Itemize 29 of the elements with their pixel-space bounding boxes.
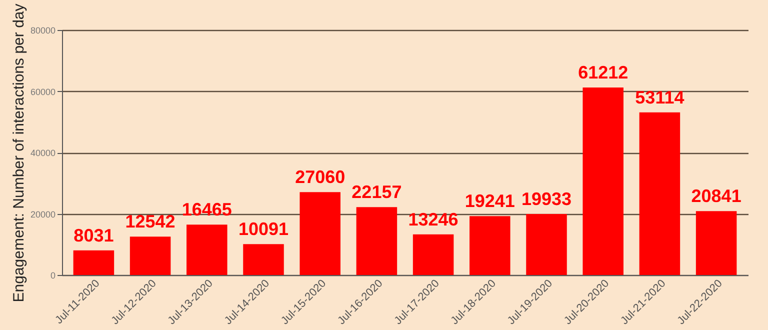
bar: [696, 211, 737, 275]
y-tick-label: 40000: [30, 148, 56, 158]
bar: [186, 224, 228, 275]
data-label: 20841: [691, 186, 742, 206]
bar: [243, 244, 284, 275]
bar: [470, 216, 510, 275]
bar: [582, 88, 624, 275]
bar: [639, 112, 680, 275]
y-tick-label: 80000: [30, 26, 56, 36]
data-label: 19241: [464, 191, 515, 212]
data-label: 61212: [578, 62, 628, 83]
data-label: 19933: [521, 188, 572, 209]
bar: [526, 214, 567, 275]
y-axis-title: Engagement: Number of interactions per day: [10, 3, 28, 302]
y-tick-label: 20000: [30, 209, 56, 220]
data-label: 10091: [238, 219, 289, 240]
data-label: 8031: [74, 225, 114, 246]
data-label: 53114: [635, 87, 684, 108]
bar: [356, 207, 398, 275]
data-label: 13246: [408, 209, 458, 230]
bar: [130, 236, 171, 275]
y-tick-label: 60000: [30, 86, 56, 97]
data-label: 22157: [352, 182, 402, 202]
y-tick-label: 0: [50, 270, 56, 280]
data-label: 12542: [125, 212, 176, 232]
bar: [73, 250, 114, 275]
data-label: 27060: [295, 167, 346, 188]
bar: [412, 234, 454, 275]
bar: [300, 192, 340, 275]
